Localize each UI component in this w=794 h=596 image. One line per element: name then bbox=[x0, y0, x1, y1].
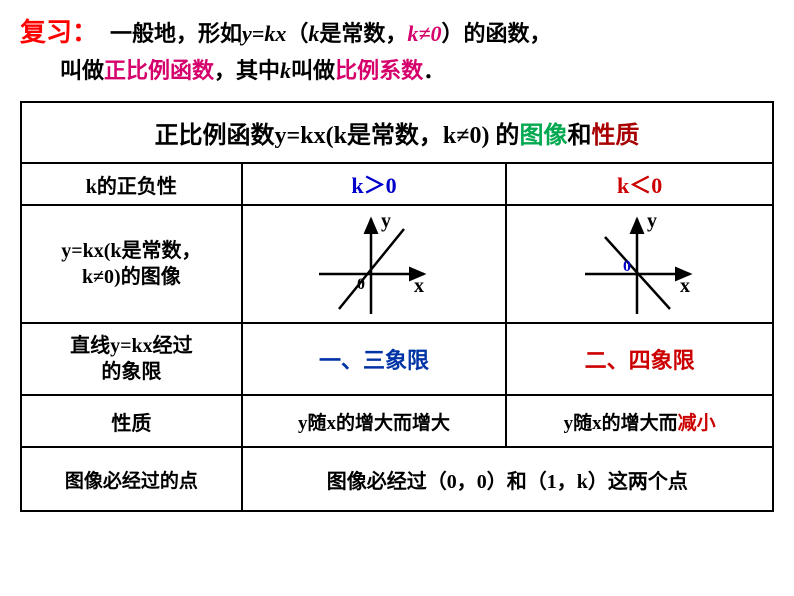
title-image: 图像 bbox=[519, 123, 567, 149]
row-quadrant: 直线y=kx经过 的象限 一、三象限 二、四象限 bbox=[22, 324, 772, 396]
intro-k: k bbox=[308, 21, 319, 46]
title-prop: 性质 bbox=[591, 123, 639, 149]
graph-pos-origin: 0 bbox=[357, 276, 365, 293]
graph-neg: y x 0 bbox=[507, 206, 772, 322]
intro2-prefix: 叫做 bbox=[60, 58, 104, 83]
graph-neg-x: x bbox=[680, 275, 690, 297]
sign-label: k的正负性 bbox=[22, 164, 243, 204]
sign-neg: k＜0 bbox=[507, 164, 772, 204]
title-and: 和 bbox=[567, 123, 591, 149]
intro2-propfn: 正比例函数 bbox=[104, 58, 214, 83]
graph-label: y=kx(k是常数， k≠0)的图像 bbox=[22, 206, 243, 322]
intro-formula: y=kx bbox=[242, 21, 286, 46]
graph-neg-y: y bbox=[647, 210, 657, 232]
quad-label: 直线y=kx经过 的象限 bbox=[22, 324, 243, 394]
intro-kne0: k≠0 bbox=[407, 21, 441, 46]
quad-label-l1: 直线y=kx经过 bbox=[70, 335, 193, 357]
graph-pos-x: x bbox=[414, 275, 424, 297]
intro2-coef: 比例系数 bbox=[335, 58, 423, 83]
intro-line2: 叫做正比例函数，其中k叫做比例系数． bbox=[60, 53, 774, 85]
row-sign: k的正负性 k＞0 k＜0 bbox=[22, 164, 772, 206]
quad-pos: 一、三象限 bbox=[243, 324, 508, 394]
intro2-mid: ，其中 bbox=[214, 58, 280, 83]
intro-line1: 一般地，形如y=kx（k是常数，k≠0）的函数， bbox=[110, 21, 551, 46]
title-prefix: 正比例函数y=kx(k是常数，k≠0) 的 bbox=[155, 123, 520, 149]
review-label: 复习： bbox=[20, 18, 98, 47]
point-label: 图像必经过的点 bbox=[22, 448, 243, 510]
prop-neg-dec: 减小 bbox=[678, 408, 716, 435]
prop-label: 性质 bbox=[22, 396, 243, 446]
graph-pos-svg: y x 0 bbox=[299, 209, 449, 319]
quad-neg: 二、四象限 bbox=[507, 324, 772, 394]
row-property: 性质 y随x的增大而增大 y随x的增大而减小 bbox=[22, 396, 772, 448]
intro-const: 是常数， bbox=[319, 21, 407, 46]
quad-label-l2: 的象限 bbox=[101, 361, 161, 383]
intro2-call: 叫做 bbox=[291, 58, 335, 83]
graph-pos-y: y bbox=[381, 210, 391, 232]
intro2-end: ． bbox=[423, 58, 445, 83]
intro-paren2: ）的函数， bbox=[441, 21, 551, 46]
point-value: 图像必经过（0，0）和（1，k）这两个点 bbox=[243, 448, 772, 510]
prop-pos: y随x的增大而增大 bbox=[243, 396, 508, 446]
row-point: 图像必经过的点 图像必经过（0，0）和（1，k）这两个点 bbox=[22, 448, 772, 510]
table-title: 正比例函数y=kx(k是常数，k≠0) 的图像和性质 bbox=[22, 103, 772, 164]
intro-paren1: （ bbox=[286, 21, 308, 46]
prop-neg: y随x的增大而减小 bbox=[507, 396, 772, 446]
graph-label-l2: k≠0)的图像 bbox=[82, 266, 181, 288]
graph-label-l1: y=kx(k是常数， bbox=[61, 240, 201, 262]
graph-neg-svg: y x 0 bbox=[565, 209, 715, 319]
prop-neg-prefix: y随x的增大而 bbox=[564, 408, 678, 435]
graph-neg-origin: 0 bbox=[623, 258, 631, 275]
row-graph: y=kx(k是常数， k≠0)的图像 y x 0 bbox=[22, 206, 772, 324]
properties-table: 正比例函数y=kx(k是常数，k≠0) 的图像和性质 k的正负性 k＞0 k＜0… bbox=[20, 101, 774, 512]
intro2-k: k bbox=[280, 58, 291, 83]
graph-pos: y x 0 bbox=[243, 206, 508, 322]
sign-pos: k＞0 bbox=[243, 164, 508, 204]
intro-prefix: 一般地，形如 bbox=[110, 21, 242, 46]
